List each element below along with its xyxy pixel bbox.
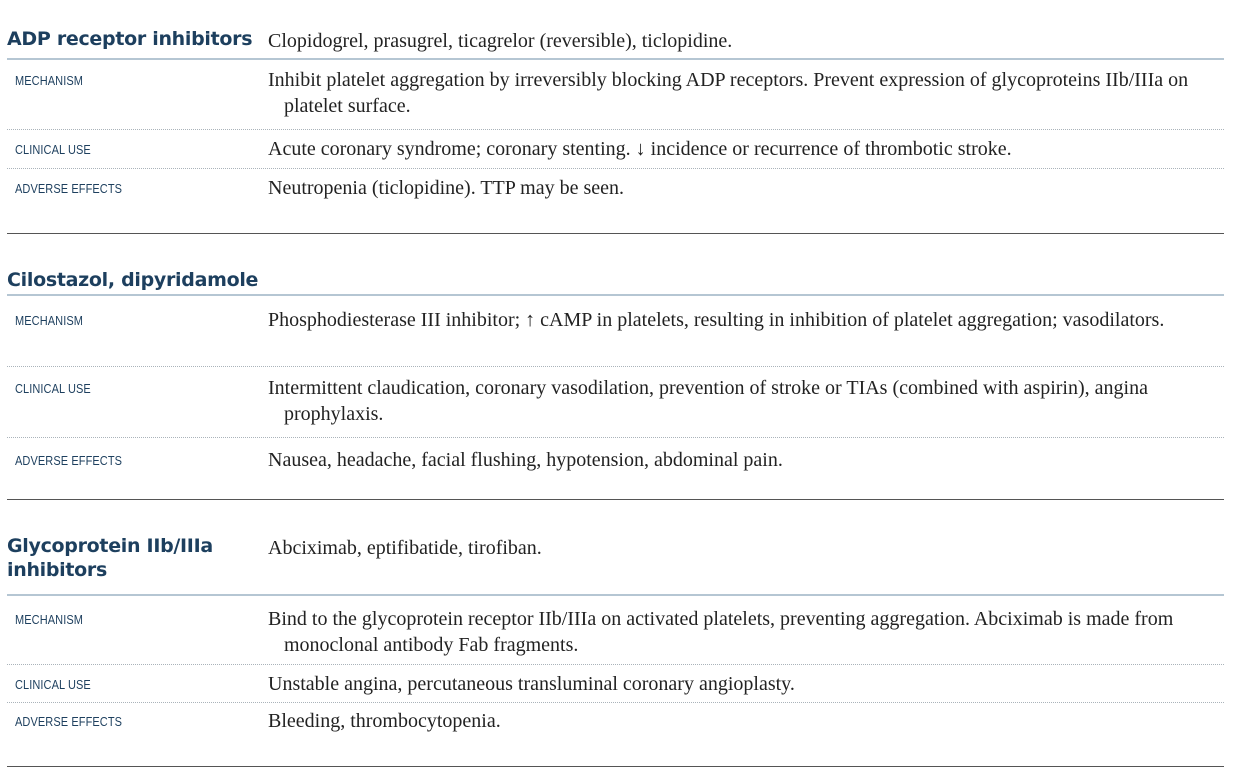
section-title: Cilostazol, dipyridamole	[7, 269, 259, 291]
drug-list: Abciximab, eptifibatide, tirofiban.	[268, 537, 542, 559]
detail-rows: MECHANISM Phosphodiesterase III inhibito…	[7, 294, 1224, 478]
row-text: Unstable angina, percutaneous translumin…	[268, 673, 795, 695]
drug-list: Clopidogrel, prasugrel, ticagrelor (reve…	[268, 30, 733, 52]
row-text: Neutropenia (ticlopidine). TTP may be se…	[268, 177, 625, 199]
row-adverse-effects: ADVERSE EFFECTS Nausea, headache, facial…	[7, 437, 1224, 478]
row-label: MECHANISM	[15, 613, 84, 627]
section-divider	[7, 766, 1224, 767]
row-label: CLINICAL USE	[15, 382, 91, 396]
row-text: Bind to the glycoprotein receptor IIb/II…	[268, 608, 1174, 656]
row-clinical-use: CLINICAL USE Intermittent claudication, …	[7, 366, 1224, 437]
row-clinical-use: CLINICAL USE Acute coronary syndrome; co…	[7, 129, 1224, 168]
row-label: CLINICAL USE	[15, 678, 91, 692]
row-label: CLINICAL USE	[15, 143, 91, 157]
detail-rows: MECHANISM Bind to the glycoprotein recep…	[7, 594, 1224, 740]
row-text: Intermittent claudication, coronary vaso…	[268, 377, 1148, 425]
row-text: Phosphodiesterase III inhibitor; ↑ cAMP …	[268, 309, 1165, 331]
row-adverse-effects: ADVERSE EFFECTS Neutropenia (ticlopidine…	[7, 168, 1224, 207]
section-title: ADP receptor inhibitors	[7, 28, 253, 50]
row-mechanism: MECHANISM Bind to the glycoprotein recep…	[7, 594, 1224, 664]
row-text: Acute coronary syndrome; coronary stenti…	[268, 138, 1012, 160]
detail-rows: MECHANISM Inhibit platelet aggregation b…	[7, 58, 1224, 207]
row-clinical-use: CLINICAL USE Unstable angina, percutaneo…	[7, 664, 1224, 702]
row-text: Inhibit platelet aggregation by irrevers…	[268, 69, 1189, 117]
row-label: MECHANISM	[15, 314, 84, 328]
row-mechanism: MECHANISM Phosphodiesterase III inhibito…	[7, 294, 1224, 366]
row-mechanism: MECHANISM Inhibit platelet aggregation b…	[7, 58, 1224, 129]
row-text: Bleeding, thrombocytopenia.	[268, 710, 501, 732]
section-title: Glycoprotein IIb/IIIa inhibitors	[7, 535, 213, 581]
row-label: ADVERSE EFFECTS	[15, 182, 123, 196]
section-divider	[7, 233, 1224, 234]
row-label: MECHANISM	[15, 74, 84, 88]
row-label: ADVERSE EFFECTS	[15, 454, 123, 468]
section-divider	[7, 499, 1224, 500]
row-label: ADVERSE EFFECTS	[15, 715, 123, 729]
row-adverse-effects: ADVERSE EFFECTS Bleeding, thrombocytopen…	[7, 702, 1224, 740]
row-text: Nausea, headache, facial flushing, hypot…	[268, 449, 783, 471]
